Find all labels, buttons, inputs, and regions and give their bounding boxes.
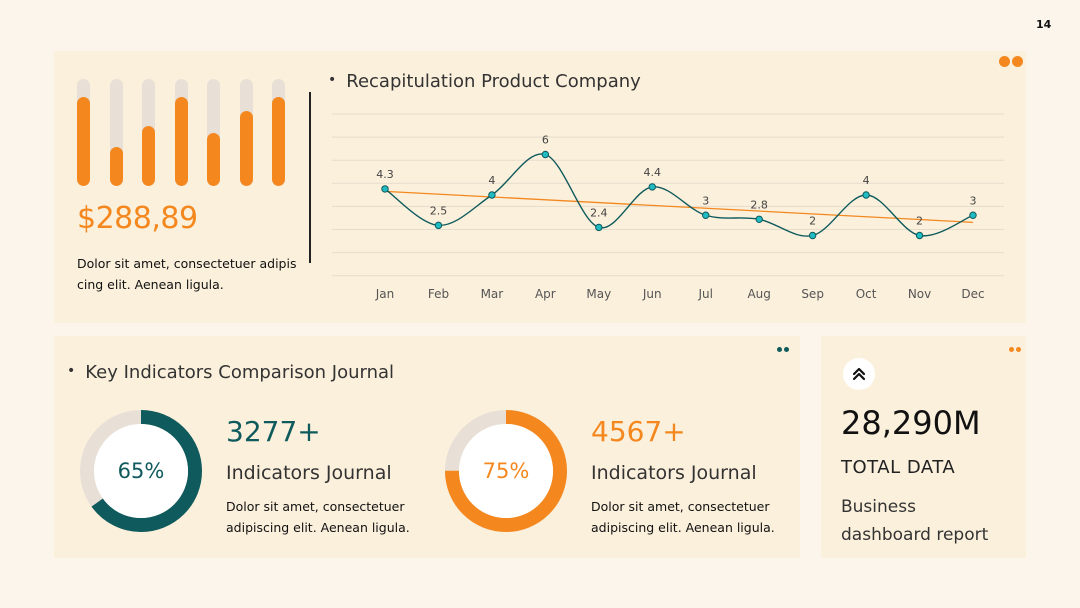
x-tick-label: Jan xyxy=(375,287,395,301)
data-label: 3 xyxy=(702,194,709,207)
donut-percent-label: 65% xyxy=(117,459,165,483)
x-tick-label: Sep xyxy=(801,287,824,301)
data-label: 4.3 xyxy=(376,168,394,181)
donut-percent-label: 75% xyxy=(482,459,530,483)
x-tick-label: Aug xyxy=(747,287,770,301)
mini-bar-fill xyxy=(109,147,123,186)
price-description: Dolor sit amet, consectetuer adipis cing… xyxy=(77,256,297,292)
indicators-card: • Key Indicators Comparison Journal 65% 3… xyxy=(54,336,800,558)
data-point xyxy=(541,150,550,159)
card-dots-icon xyxy=(1009,347,1021,352)
data-point xyxy=(381,185,389,193)
mini-bar-fill xyxy=(239,111,253,186)
indicators-title-text: Key Indicators Comparison Journal xyxy=(85,362,395,383)
series-line xyxy=(384,153,974,237)
data-point xyxy=(808,231,817,240)
data-label: 6 xyxy=(542,134,549,147)
data-point xyxy=(595,223,603,232)
x-tick-label: Mar xyxy=(481,287,504,301)
mini-bar xyxy=(239,79,253,186)
x-tick-label: Nov xyxy=(908,287,931,301)
mini-bar-fill xyxy=(77,97,90,186)
price-value: $288,89 xyxy=(77,201,198,236)
bullet-icon: • xyxy=(67,363,76,379)
total-card: 28,290M TOTAL DATA Business dashboard re… xyxy=(821,336,1026,558)
data-point xyxy=(862,191,870,199)
data-point xyxy=(488,191,496,199)
data-point xyxy=(969,211,977,219)
mini-bar xyxy=(142,79,155,186)
mini-bar-fill xyxy=(174,97,188,186)
indicators-title: • Key Indicators Comparison Journal xyxy=(67,362,394,383)
trend-line xyxy=(384,190,974,223)
data-label: 4 xyxy=(863,174,870,187)
data-label: 2 xyxy=(809,215,816,228)
total-value: 28,290M xyxy=(841,404,981,442)
bullet-icon: • xyxy=(328,72,337,88)
indicator-label: Indicators Journal xyxy=(591,462,757,484)
indicator-label: Indicators Journal xyxy=(226,462,392,484)
data-point xyxy=(755,215,763,224)
mini-bar xyxy=(207,79,220,186)
x-tick-label: May xyxy=(586,287,611,301)
data-label: 2.4 xyxy=(590,206,608,219)
chart-title: • Recapitulation Product Company xyxy=(328,71,641,92)
mini-bar xyxy=(77,79,90,186)
data-label: 4 xyxy=(488,174,495,187)
data-point xyxy=(648,183,656,191)
mini-bar-fill xyxy=(142,126,155,186)
donut-center xyxy=(94,424,188,518)
mini-bar xyxy=(272,79,285,186)
total-description: Business dashboard report xyxy=(841,497,989,545)
x-tick-label: Jul xyxy=(697,287,712,301)
indicator-value: 3277+ xyxy=(226,415,321,448)
mini-bar-fill xyxy=(207,132,220,186)
data-label: 2.5 xyxy=(430,204,448,217)
mini-bar xyxy=(174,79,188,186)
data-label: 2 xyxy=(916,215,923,228)
donut-arc xyxy=(445,410,567,532)
data-label: 4.4 xyxy=(644,166,662,179)
mini-bar xyxy=(109,79,123,186)
indicator-description: Dolor sit amet, consectetuer adipiscing … xyxy=(591,499,775,535)
line-chart: 4.3 Jan 2.5 Feb 4 Mar 6 Apr 2.4 May 4.4 Jun 3 Jul 2.8 A… xyxy=(332,113,1004,301)
data-point xyxy=(915,231,924,240)
donut-arc xyxy=(80,410,202,532)
x-tick-label: Apr xyxy=(535,287,556,301)
double-chevron-up-icon[interactable] xyxy=(843,358,875,390)
data-label: 3 xyxy=(970,194,977,207)
chart-title-text: Recapitulation Product Company xyxy=(346,71,641,92)
x-tick-label: Oct xyxy=(856,287,877,301)
data-point xyxy=(702,211,710,219)
mini-bar-fill xyxy=(272,97,285,186)
vertical-divider xyxy=(309,92,311,263)
donut-chart-1: 65% xyxy=(76,406,206,536)
page-number: 14 xyxy=(1036,18,1052,31)
donut-center xyxy=(459,424,553,518)
x-tick-label: Feb xyxy=(428,287,449,301)
x-tick-label: Jun xyxy=(642,287,662,301)
data-point xyxy=(434,221,443,230)
data-label: 2.8 xyxy=(750,198,768,211)
indicator-value: 4567+ xyxy=(591,415,686,448)
x-tick-label: Dec xyxy=(961,287,984,301)
card-dots-icon xyxy=(999,56,1023,67)
indicator-description: Dolor sit amet, consectetuer adipiscing … xyxy=(226,499,410,535)
total-label: TOTAL DATA xyxy=(841,457,956,478)
donut-chart-2: 75% xyxy=(441,406,571,536)
mini-bar-chart xyxy=(77,79,287,187)
summary-card: $288,89 Dolor sit amet, consectetuer adi… xyxy=(54,51,1026,323)
card-dots-icon xyxy=(777,347,789,352)
